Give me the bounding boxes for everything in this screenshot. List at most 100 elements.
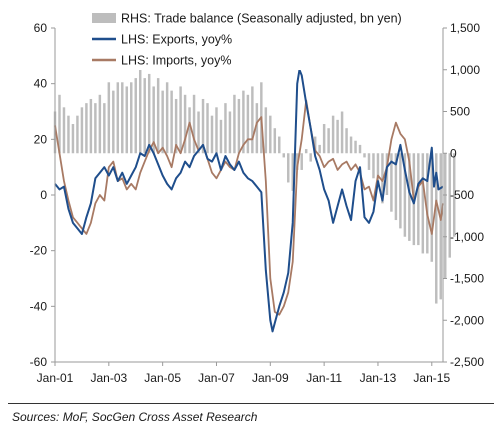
trade-balance-bar [372, 153, 375, 179]
trade-balance-bar [201, 98, 205, 154]
trade-balance-bar [291, 153, 294, 191]
trade-balance-bar [304, 149, 308, 154]
trade-balance-bar [246, 94, 250, 154]
trade-balance-bar [358, 144, 362, 154]
right-tick-label: 1,000 [450, 63, 480, 77]
trade-balance-bar [210, 115, 214, 154]
legend-swatch-trade-balance [92, 13, 116, 23]
trade-balance-bar [197, 111, 200, 154]
trade-balance-bar [103, 103, 106, 154]
trade-balance-bar [107, 82, 111, 154]
trade-balance-bar [448, 153, 451, 258]
trade-balance-bar [62, 107, 66, 154]
trade-balance-bar [224, 103, 227, 154]
legend-label: RHS: Trade balance (Seasonally adjusted,… [121, 12, 402, 26]
right-tick-label: -1,500 [450, 272, 484, 286]
trade-balance-bar [426, 153, 429, 254]
trade-balance-bar [403, 153, 407, 237]
trade-balance-bar [147, 73, 151, 154]
trade-balance-bar [143, 78, 146, 154]
source-note: Sources: MoF, SocGen Cross Asset Researc… [12, 410, 258, 424]
trade-balance-bar [313, 136, 317, 154]
trade-balance-bar [318, 144, 321, 154]
trade-balance-bar [349, 136, 353, 154]
x-tick-label: Jan-13 [360, 371, 397, 385]
trade-balance-bar [165, 82, 169, 154]
left-tick-label: 0 [40, 188, 47, 202]
trade-balance-bar [331, 115, 335, 154]
trade-balance-bar [67, 115, 70, 154]
left-tick-label: -60 [30, 355, 48, 369]
x-tick-label: Jan-15 [413, 371, 450, 385]
trade-balance-bar [340, 111, 344, 154]
x-tick-label: Jan-01 [37, 371, 74, 385]
trade-balance-bar [152, 86, 155, 154]
trade-balance-bar [273, 128, 277, 154]
trade-balance-bar [134, 78, 137, 154]
trade-balance-bar [336, 119, 339, 154]
trade-balance-bars [53, 69, 456, 304]
trade-balance-bar [282, 153, 285, 158]
trade-balance-bar [287, 153, 290, 183]
trade-balance-bar [300, 153, 303, 170]
trade-balance-bar [363, 153, 366, 158]
trade-balance-bar [228, 111, 232, 154]
chart-legend: RHS: Trade balance (Seasonally adjusted,… [84, 6, 424, 70]
trade-balance-bar [215, 107, 218, 154]
left-tick-label: -40 [30, 299, 48, 313]
legend-label: LHS: Imports, yoy% [121, 54, 231, 68]
combo-chart: 60 40 20 0 -20 -40 -60 1,500 1,000 500 0 -500 -1,000… [29, 6, 485, 385]
trade-balance-bar [174, 98, 178, 154]
trade-balance-bar [58, 94, 61, 154]
trade-balance-bar [264, 107, 268, 154]
trade-balance-bar [138, 69, 142, 154]
trade-balance-bar [179, 86, 182, 154]
trade-balance-bar [376, 153, 380, 187]
trade-balance-bar [80, 107, 84, 154]
left-tick-label: -20 [30, 244, 48, 258]
trade-balance-bar [278, 136, 281, 154]
source-divider [8, 403, 494, 404]
trade-balance-bar [156, 78, 160, 154]
trade-balance-bar [112, 90, 115, 154]
trade-balance-bar [430, 153, 434, 262]
right-tick-label: -1,000 [450, 230, 484, 244]
left-tick-label: 60 [34, 21, 48, 35]
left-tick-label: 20 [34, 132, 48, 146]
trade-balance-bar [452, 153, 456, 237]
imports-line [54, 99, 444, 316]
trade-balance-bar [219, 119, 223, 154]
trade-balance-bar [444, 153, 447, 279]
trade-balance-bar [439, 153, 442, 300]
trade-balance-bar [327, 128, 330, 154]
trade-balance-bar [322, 124, 326, 154]
right-tick-label: -2,000 [450, 313, 484, 327]
trade-balance-bar [125, 86, 129, 154]
right-tick-label: -2,500 [450, 355, 484, 369]
trade-balance-bar [130, 82, 133, 154]
left-tick-label: 40 [34, 77, 48, 91]
trade-balance-bar [399, 153, 402, 229]
trade-balance-bar [98, 94, 102, 154]
trade-balance-bar [85, 103, 88, 154]
right-tick-label: -500 [450, 188, 474, 202]
trade-balance-bar [192, 94, 196, 154]
trade-balance-bar [71, 124, 75, 154]
trade-balance-bar [309, 153, 312, 162]
trade-balance-bar [237, 98, 241, 154]
trade-balance-bar [421, 153, 425, 254]
trade-balance-bar [89, 98, 93, 154]
trade-balance-bar [76, 115, 79, 154]
x-tick-label: Jan-03 [90, 371, 127, 385]
trade-balance-bar [206, 103, 209, 154]
right-tick-label: 1,500 [450, 21, 480, 35]
trade-balance-bar [116, 82, 120, 154]
trade-balance-bar [251, 86, 254, 154]
axes: 60 40 20 0 -20 -40 -60 1,500 1,000 500 0 -500 -1,000… [30, 21, 485, 385]
yoy-lines [54, 68, 444, 333]
trade-balance-bar [408, 153, 411, 241]
trade-balance-bar [161, 90, 164, 154]
trade-balance-bar [121, 82, 124, 154]
trade-balance-bar [367, 153, 371, 170]
trade-balance-bar [417, 153, 420, 246]
